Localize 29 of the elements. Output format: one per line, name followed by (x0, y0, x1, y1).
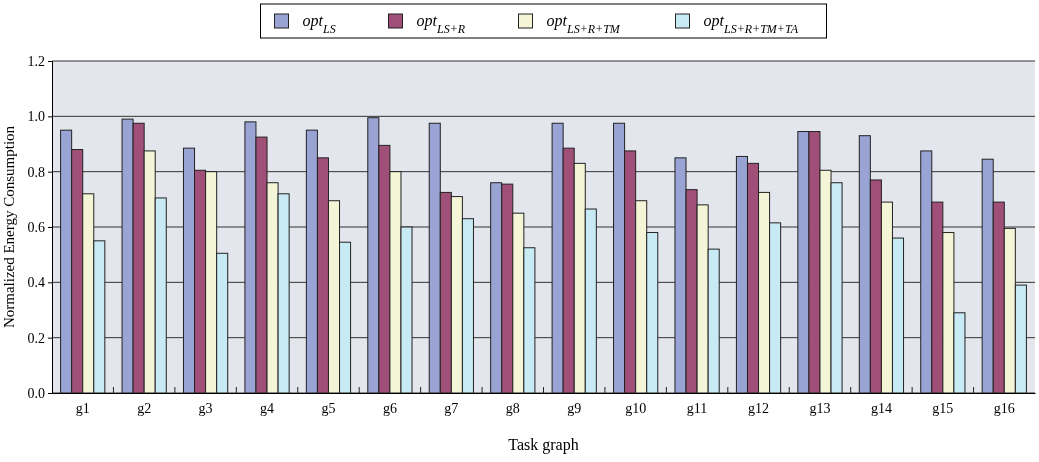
legend-label: opt$_{LS+R+TM+TA}$ (703, 12, 799, 36)
y-tick-label: 1.2 (27, 53, 45, 69)
legend-label: opt$_{LS+R}$ (416, 12, 466, 36)
x-tick-label: g14 (870, 400, 892, 416)
legend-label: opt$_{LS}$ (302, 12, 336, 36)
y-tick-label: 0.4 (27, 275, 45, 291)
x-tick-label: g16 (993, 400, 1015, 416)
y-tick-label: 0.8 (27, 164, 45, 180)
x-tick-label: g5 (321, 400, 336, 416)
y-tick-label: 1.0 (27, 109, 45, 125)
x-axis-title: Task graph (508, 436, 579, 454)
x-tick-label: g11 (686, 400, 708, 416)
x-tick-label: g13 (809, 400, 831, 416)
x-tick-label: g12 (748, 400, 770, 416)
y-tick-label: 0.6 (27, 219, 45, 235)
x-tick-label: g15 (932, 400, 954, 416)
y-axis-title: Normalized Energy Consumption (1, 125, 17, 329)
legend-label: opt$_{LS+R+TM}$ (546, 12, 621, 36)
x-tick-label: g9 (567, 400, 582, 416)
x-tick-label: g8 (505, 400, 520, 416)
y-tick-label: 0.0 (27, 385, 45, 401)
x-tick-label: g1 (75, 400, 90, 416)
x-tick-label: g4 (260, 400, 275, 416)
y-tick-label: 0.2 (27, 330, 45, 346)
x-tick-label: g10 (625, 400, 647, 416)
x-tick-label: g3 (198, 400, 213, 416)
x-tick-label: g6 (382, 400, 397, 416)
x-tick-label: g2 (137, 400, 152, 416)
x-tick-label: g7 (444, 400, 459, 416)
